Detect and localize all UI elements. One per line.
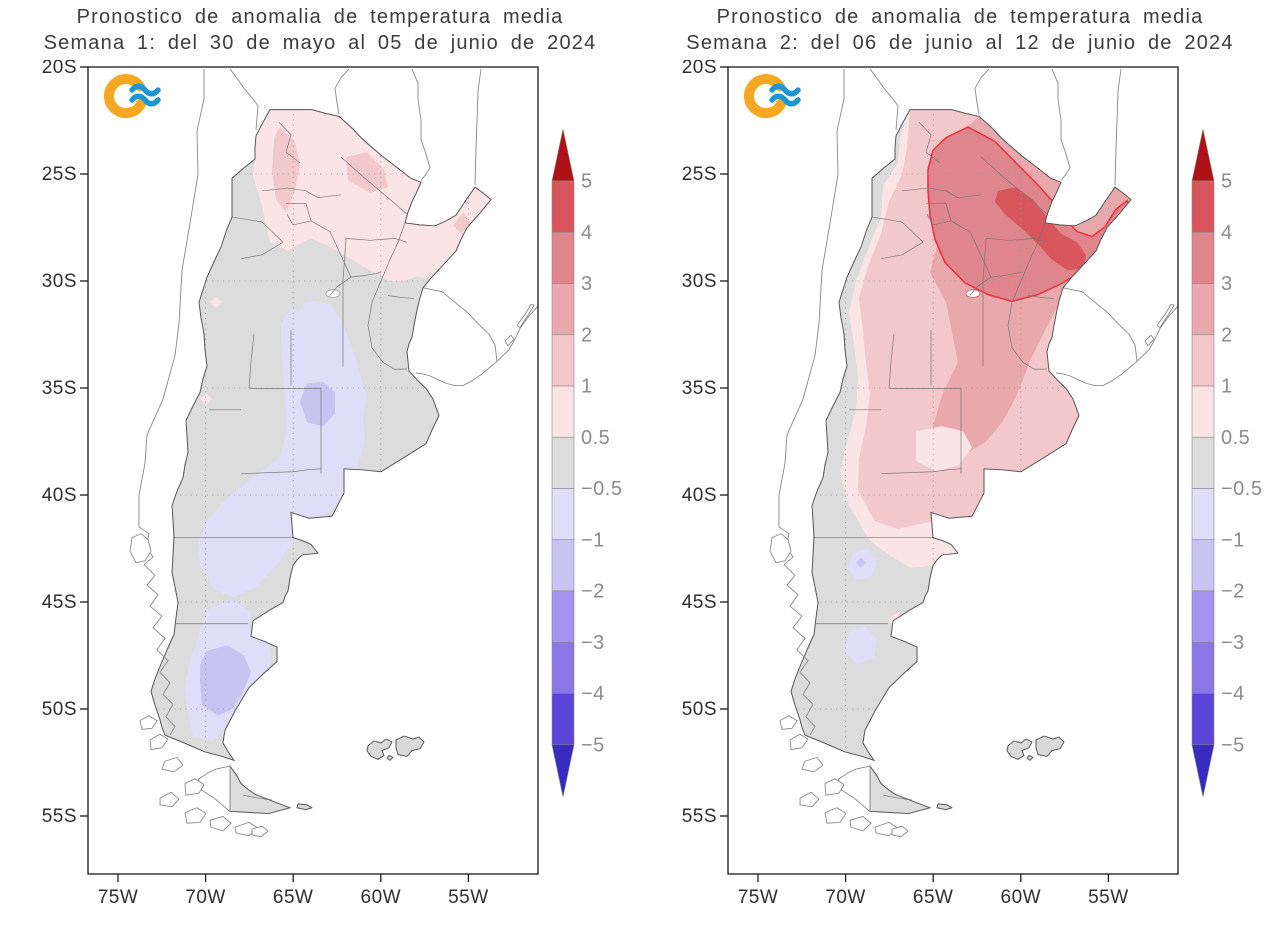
colorbar-label: −3: [581, 632, 605, 654]
lat-tick-label: 55S: [682, 806, 717, 827]
smn-logo-icon: [109, 79, 158, 113]
colorbar-label: −0.5: [581, 478, 622, 500]
colorbar-label: 5: [581, 171, 593, 193]
lat-tick-label: 35S: [42, 378, 77, 399]
lon-tick-label: 60W: [1001, 887, 1042, 908]
colorbar-label: 4: [581, 222, 593, 244]
colorbar-label: −1: [1221, 529, 1245, 551]
colorbar-label: −2: [581, 581, 605, 603]
colorbar-label: −3: [1221, 632, 1245, 654]
falkland-islands: [936, 735, 1065, 811]
lat-tick-label: 35S: [682, 378, 717, 399]
smn-logo-icon: [749, 79, 798, 113]
panel-week2-map: 20S 25S 30S 35S 40S 45S 50S 55S 75W 70W …: [682, 60, 1262, 908]
lon-tick-label: 55W: [448, 887, 489, 908]
colorbar-label: 0.5: [1221, 427, 1250, 449]
lon-tick-label: 65W: [913, 887, 954, 908]
anomaly-shading-week1: [151, 109, 491, 761]
colorbar-label: 1: [581, 376, 593, 398]
lon-tick-label: 55W: [1088, 887, 1129, 908]
colorbar-label: 3: [1221, 273, 1233, 295]
colorbar-label: 0.5: [581, 427, 610, 449]
lat-tick-label: 25S: [42, 164, 77, 185]
colorbar-label: −2: [1221, 581, 1245, 603]
map-canvas: 20S 25S 30S 35S 40S 45S 50S 55S 75W 70W …: [42, 60, 1262, 908]
lat-tick-label: 55S: [42, 806, 77, 827]
lat-tick-label: 30S: [682, 271, 717, 292]
lat-tick-label: 20S: [682, 60, 717, 78]
lat-tick-label: 30S: [42, 271, 77, 292]
mar-chiquita-lake: [965, 289, 981, 298]
colorbar-label: −1: [581, 529, 605, 551]
lat-tick-label: 50S: [42, 699, 77, 720]
panel2-title: Pronostico de anomalia de temperatura me…: [650, 4, 1270, 56]
panel1-title-line1: Pronostico de anomalia de temperatura me…: [76, 6, 564, 28]
panel2-title-line1: Pronostico de anomalia de temperatura me…: [716, 6, 1204, 28]
lat-tick-label: 40S: [42, 485, 77, 506]
falkland-islands: [296, 735, 425, 811]
colorbar-label: −0.5: [1221, 478, 1262, 500]
lat-tick-label: 45S: [682, 592, 717, 613]
anomaly-shading-week2: [791, 109, 1131, 761]
lon-tick-label: 65W: [273, 887, 314, 908]
lon-tick-label: 75W: [738, 887, 779, 908]
colorbar-label: −5: [1221, 734, 1245, 756]
lat-tick-label: 25S: [682, 164, 717, 185]
panel2-title-line2: Semana 2: del 06 de junio al 12 de junio…: [686, 32, 1234, 54]
colorbar-label: −4: [1221, 683, 1245, 705]
colorbar-label: 2: [1221, 324, 1233, 346]
lat-tick-label: 45S: [42, 592, 77, 613]
lon-tick-label: 70W: [825, 887, 866, 908]
colorbar-label: 3: [581, 273, 593, 295]
colorbar-label: 5: [1221, 171, 1233, 193]
panel1-title: Pronostico de anomalia de temperatura me…: [10, 4, 630, 56]
lon-tick-label: 70W: [185, 887, 226, 908]
colorbar-label: −4: [581, 683, 605, 705]
mar-chiquita-lake: [325, 289, 341, 298]
lat-tick-label: 20S: [42, 60, 77, 78]
lon-tick-label: 60W: [361, 887, 402, 908]
colorbar-label: 1: [1221, 376, 1233, 398]
colorbar-label: 4: [1221, 222, 1233, 244]
panel-week1-map: 20S 25S 30S 35S 40S 45S 50S 55S 75W 70W …: [42, 60, 622, 908]
lat-tick-label: 40S: [682, 485, 717, 506]
lat-tick-label: 50S: [682, 699, 717, 720]
panel1-title-line2: Semana 1: del 30 de mayo al 05 de junio …: [43, 32, 597, 54]
lon-tick-label: 75W: [98, 887, 139, 908]
colorbar-label: −5: [581, 734, 605, 756]
colorbar-label: 2: [581, 324, 593, 346]
